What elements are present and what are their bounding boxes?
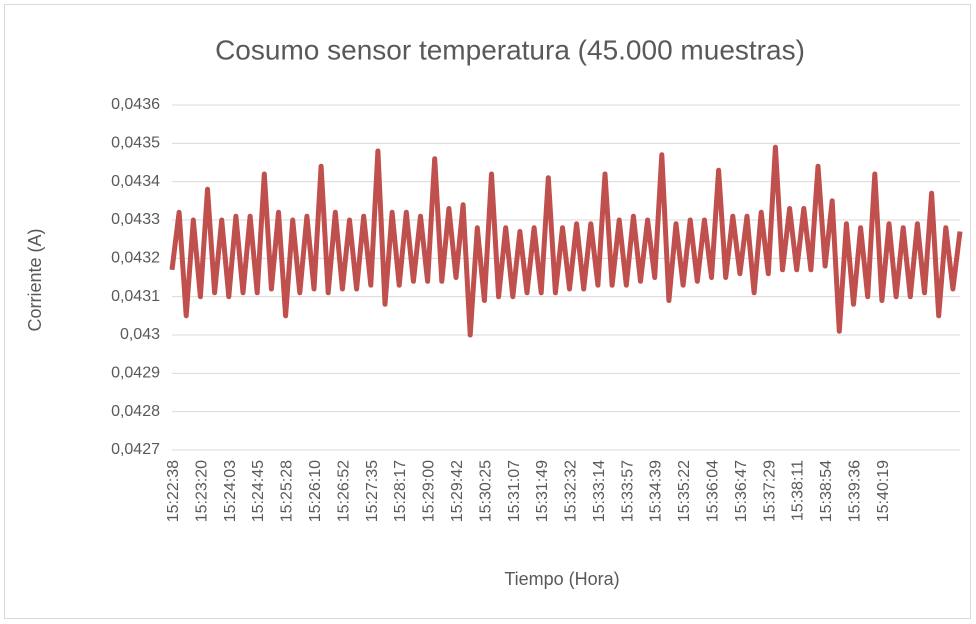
y-tick-label: 0,043 (120, 326, 160, 343)
y-tick-label: 0,0429 (111, 365, 160, 382)
y-tick-label: 0,0436 (111, 96, 160, 113)
y-tick-label: 0,0431 (111, 288, 160, 305)
x-tick-label: 15:36:04 (705, 460, 722, 522)
y-tick-label: 0,0435 (111, 135, 160, 152)
chart-border (4, 4, 971, 619)
y-tick-label: 0,0428 (111, 403, 160, 420)
x-tick-label: 15:27:35 (364, 460, 381, 522)
x-tick-label: 15:33:57 (619, 460, 636, 522)
y-axis-label: Corriente (A) (25, 228, 45, 331)
x-tick-label: 15:26:52 (335, 460, 352, 522)
x-tick-label: 15:31:07 (506, 460, 523, 522)
x-tick-label: 15:29:42 (449, 460, 466, 522)
x-tick-label: 15:36:47 (733, 460, 750, 522)
x-tick-label: 15:38:11 (790, 460, 807, 521)
x-tick-label: 15:26:10 (307, 460, 324, 522)
x-tick-label: 15:24:45 (250, 460, 267, 522)
x-tick-label: 15:33:14 (591, 460, 608, 522)
x-tick-label: 15:22:38 (165, 460, 182, 522)
x-tick-label: 15:39:36 (847, 460, 864, 522)
chart-title: Cosumo sensor temperatura (45.000 muestr… (215, 34, 805, 65)
x-tick-label: 15:31:49 (534, 460, 551, 522)
y-tick-label: 0,0427 (111, 441, 160, 458)
x-tick-label: 15:30:25 (477, 460, 494, 522)
x-tick-label: 15:24:03 (222, 460, 239, 522)
y-tick-label: 0,0432 (111, 250, 160, 267)
x-tick-label: 15:37:29 (761, 460, 778, 522)
x-tick-label: 15:28:17 (392, 460, 409, 522)
x-tick-label: 15:25:28 (279, 460, 296, 522)
x-tick-label: 15:35:22 (676, 460, 693, 522)
x-tick-label: 15:40:19 (875, 460, 892, 522)
y-tick-label: 0,0433 (111, 211, 160, 228)
x-tick-label: 15:29:00 (421, 460, 438, 522)
x-tick-label: 15:38:54 (818, 460, 835, 522)
x-tick-label: 15:34:39 (648, 460, 665, 522)
data-line (169, 144, 963, 338)
x-tick-label: 15:32:32 (563, 460, 580, 522)
x-axis-label: Tiempo (Hora) (504, 569, 619, 589)
x-tick-label: 15:23:20 (193, 460, 210, 522)
y-tick-label: 0,0434 (111, 173, 160, 190)
